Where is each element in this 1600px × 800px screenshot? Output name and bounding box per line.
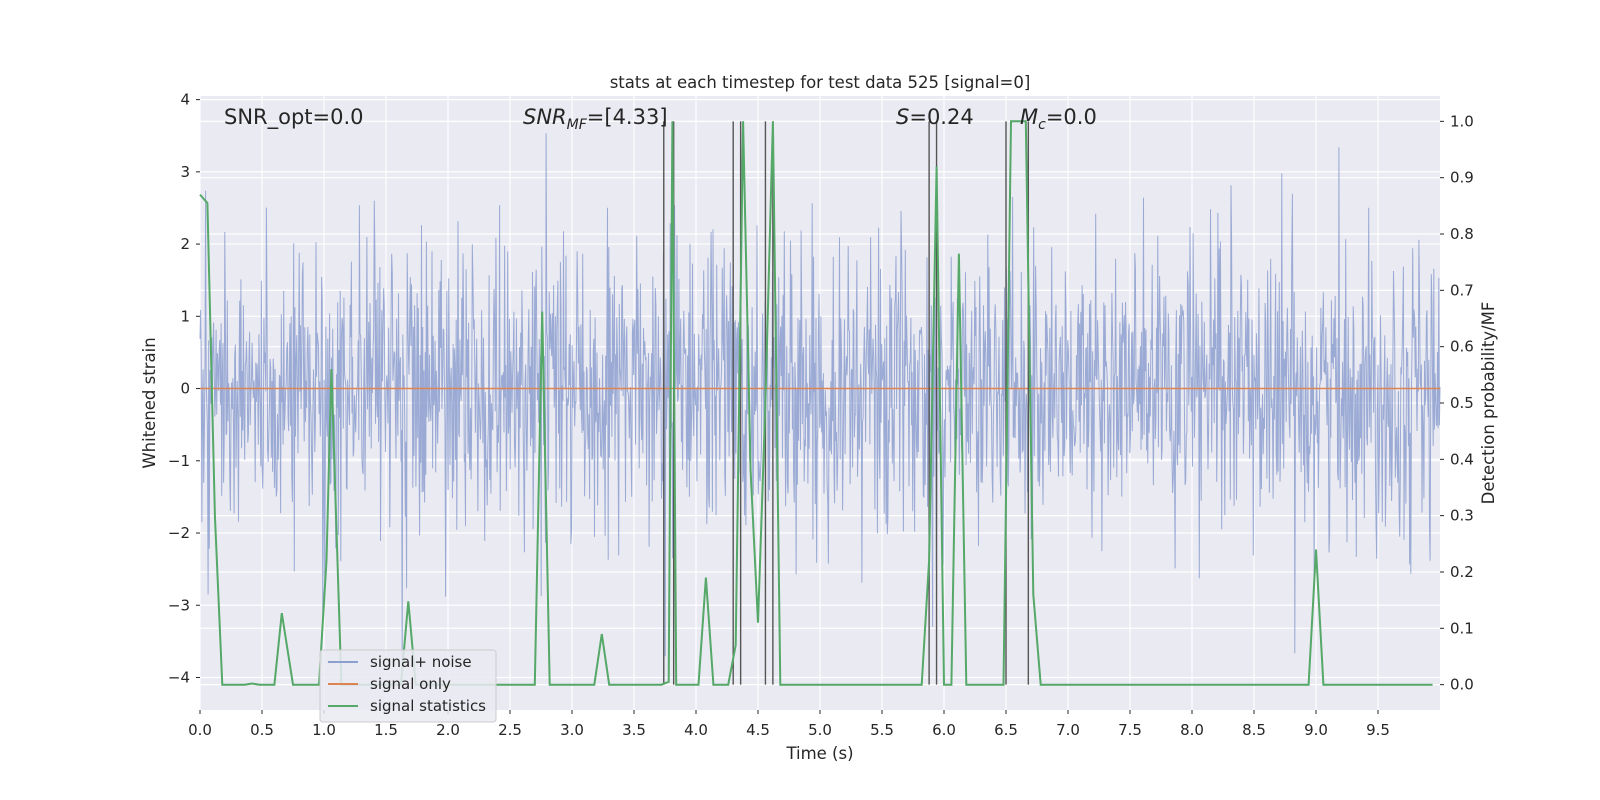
- y2-tick-label: 0.2: [1450, 563, 1474, 581]
- x-tick-label: 2.5: [498, 721, 522, 739]
- y-tick-label: 4: [180, 91, 190, 109]
- y-tick-label: 2: [180, 235, 190, 253]
- x-tick-label: 5.5: [870, 721, 894, 739]
- y2-tick-label: 0.5: [1450, 394, 1474, 412]
- annotation-snr-opt: SNR_opt=0.0: [224, 105, 364, 130]
- y2-tick-label: 1.0: [1450, 112, 1474, 130]
- y-tick-label: −3: [168, 596, 190, 614]
- x-tick-label: 5.0: [808, 721, 832, 739]
- x-tick-label: 6.5: [994, 721, 1018, 739]
- y2-tick-label: 0.7: [1450, 281, 1474, 299]
- x-tick-label: 3.0: [560, 721, 584, 739]
- y2-tick-label: 0.8: [1450, 225, 1474, 243]
- chart-title: stats at each timestep for test data 525…: [610, 73, 1031, 92]
- x-axis-ticks: 0.0 0.5 1.0 1.5 2.0 2.5 3.0 3.5 4.0 4.5 5.0 5.5 6.0 6…: [188, 710, 1390, 739]
- x-tick-label: 8.5: [1242, 721, 1266, 739]
- y2-tick-label: 0.0: [1450, 676, 1474, 694]
- y-tick-label: −4: [168, 668, 190, 686]
- annotation-snr-mf: SNRMF=[4.33]: [523, 105, 668, 133]
- y2-tick-label: 0.3: [1450, 507, 1474, 525]
- x-tick-label: 4.0: [684, 721, 708, 739]
- y-axis-label: Whitened strain: [140, 337, 159, 468]
- legend-label-signal-only: signal only: [370, 675, 451, 693]
- annotation-mc-main: M: [1020, 105, 1038, 129]
- x-tick-label: 2.0: [436, 721, 460, 739]
- signal-statistics-series: [199, 120, 1433, 686]
- x-tick-label: 9.5: [1366, 721, 1390, 739]
- legend-label-noise: signal+ noise: [370, 653, 472, 671]
- x-tick-label: 1.5: [374, 721, 398, 739]
- legend-box: [319, 649, 497, 723]
- annotation-snr-mf-main: SNR: [523, 105, 567, 129]
- noise-series: [199, 133, 1441, 667]
- y-tick-label: 0: [180, 380, 190, 398]
- annotation-mc-sub: c: [1038, 117, 1046, 133]
- annotation-s-value: =0.24: [909, 105, 973, 129]
- x-tick-label: 9.0: [1304, 721, 1328, 739]
- annotation-mc-value: =0.0: [1046, 105, 1097, 129]
- legend: signal+ noise signal only signal statist…: [319, 649, 497, 723]
- x-tick-label: 0.5: [250, 721, 274, 739]
- x-tick-label: 4.5: [746, 721, 770, 739]
- annotation-snr-mf-sub: MF: [567, 117, 588, 133]
- y-tick-label: −2: [168, 524, 190, 542]
- signal-statistics-line: [199, 120, 1433, 686]
- y2-tick-label: 0.6: [1450, 338, 1474, 356]
- y2-tick-label: 0.4: [1450, 450, 1474, 468]
- y-tick-label: 1: [180, 307, 190, 325]
- x-axis-label: Time (s): [785, 744, 853, 763]
- x-tick-label: 7.0: [1056, 721, 1080, 739]
- y2-axis-ticks: 1.0 0.9 0.8 0.7 0.6 0.5 0.4 0.3 0.2 0.1 0.0: [1440, 112, 1474, 694]
- annotation-s-symbol: S: [896, 105, 909, 129]
- x-tick-label: 6.0: [932, 721, 956, 739]
- annotation-mc: Mc=0.0: [1020, 105, 1097, 133]
- y-tick-label: −1: [168, 452, 190, 470]
- y-tick-label: 3: [180, 163, 190, 181]
- x-tick-label: 8.0: [1180, 721, 1204, 739]
- annotation-snr-mf-value: =[4.33]: [587, 105, 668, 129]
- y2-axis-label: Detection probability/MF: [1479, 302, 1498, 505]
- annotation-s: S=0.24: [896, 105, 974, 129]
- x-tick-label: 0.0: [188, 721, 212, 739]
- legend-label-statistics: signal statistics: [370, 697, 486, 715]
- y-axis-ticks: 4 3 2 1 0 −1 −2 −3 −4: [168, 91, 200, 686]
- x-tick-label: 1.0: [312, 721, 336, 739]
- y2-tick-label: 0.1: [1450, 619, 1474, 637]
- x-tick-label: 7.5: [1118, 721, 1142, 739]
- y2-tick-label: 0.9: [1450, 169, 1474, 187]
- noise-line: [199, 133, 1441, 667]
- x-tick-label: 3.5: [622, 721, 646, 739]
